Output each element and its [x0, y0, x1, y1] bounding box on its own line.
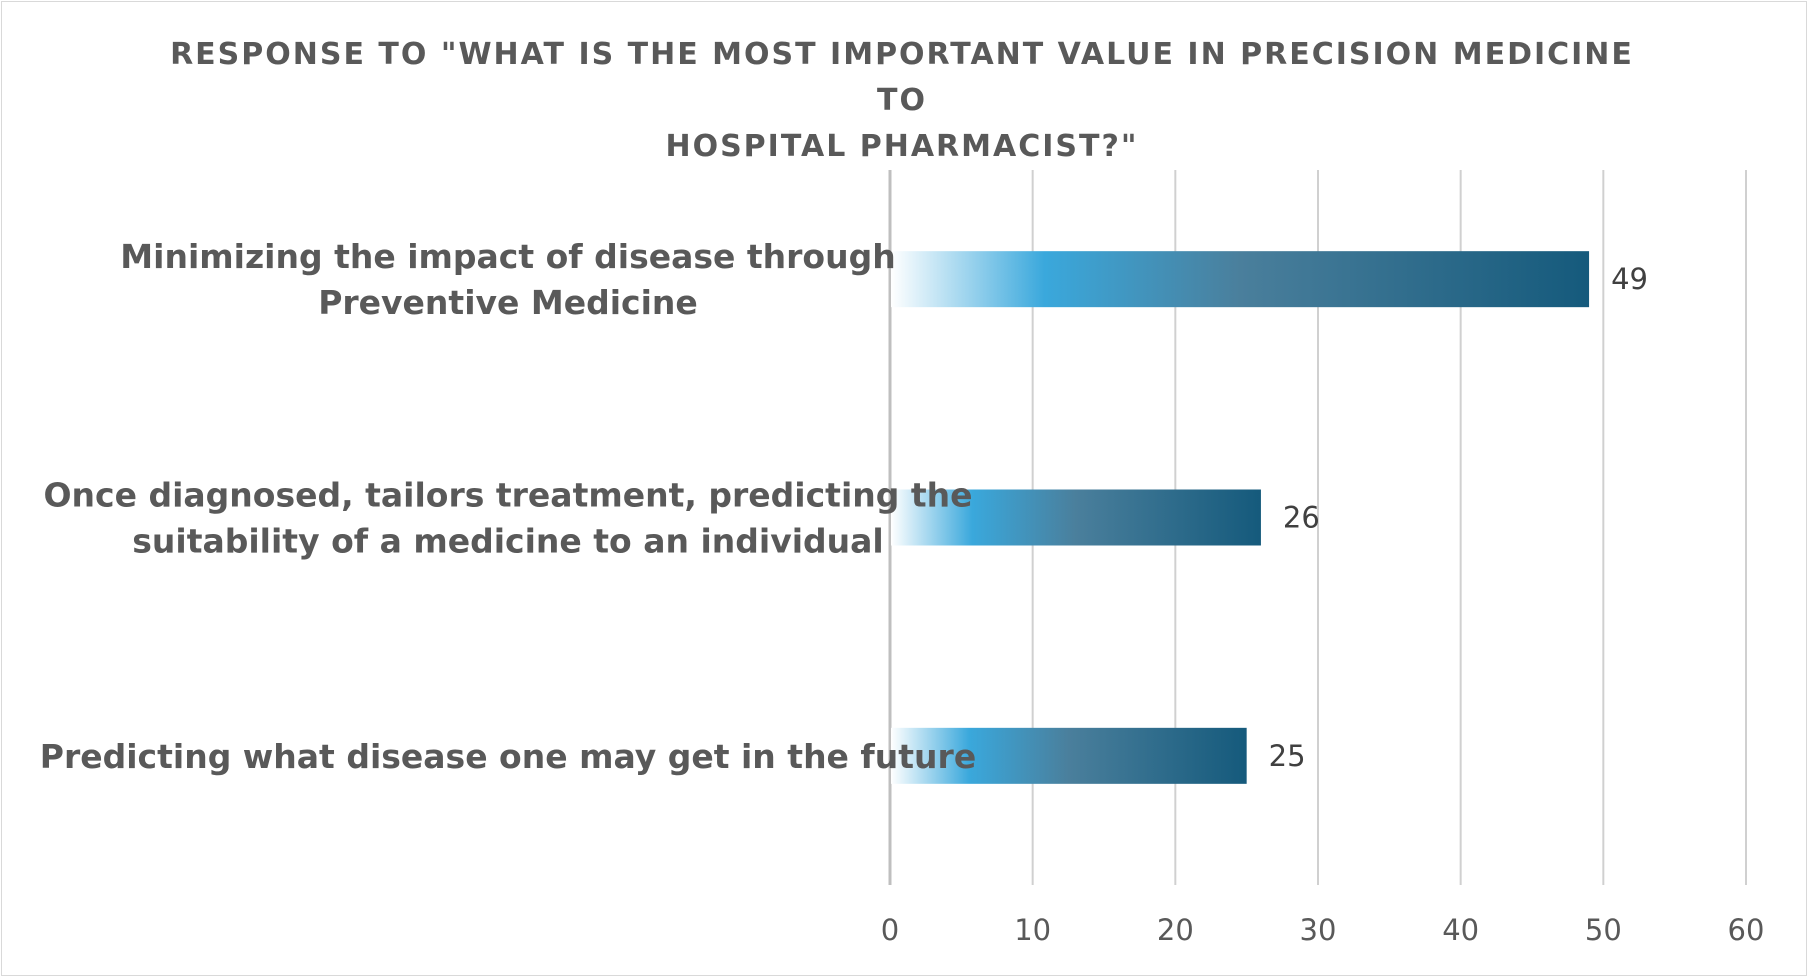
x-tick-label: 20	[1157, 913, 1194, 947]
x-tick-label: 60	[1728, 913, 1765, 947]
category-label: Predicting what disease one may get in t…	[40, 737, 976, 776]
data-label: 25	[1269, 739, 1306, 773]
category-label: suitability of a medicine to an individu…	[132, 522, 883, 561]
labels: 0 10 20 30 40 50 60 49 Minimizing the impact of …	[40, 237, 1765, 947]
bars	[891, 251, 1590, 784]
data-label: 26	[1283, 501, 1320, 535]
x-tick-label: 10	[1014, 913, 1051, 947]
bar	[891, 727, 1247, 784]
x-tick-label: 30	[1300, 913, 1337, 947]
x-tick-label: 50	[1585, 913, 1622, 947]
category-label: Once diagnosed, tailors treatment, predi…	[43, 476, 972, 515]
bar	[891, 489, 1261, 546]
category-label: Preventive Medicine	[318, 283, 698, 322]
bar	[891, 251, 1590, 308]
x-tick-label: 0	[881, 913, 899, 947]
chart-title-line-1: RESPONSE TO "WHAT IS THE MOST IMPORTANT …	[170, 37, 1634, 118]
category-label: Minimizing the impact of disease through	[120, 237, 895, 276]
chart-title-line-2: HOSPITAL PHARMACIST?"	[665, 129, 1139, 164]
x-tick-label: 40	[1442, 913, 1479, 947]
chart-title: RESPONSE TO "WHAT IS THE MOST IMPORTANT …	[152, 32, 1652, 170]
data-label: 49	[1611, 262, 1648, 296]
